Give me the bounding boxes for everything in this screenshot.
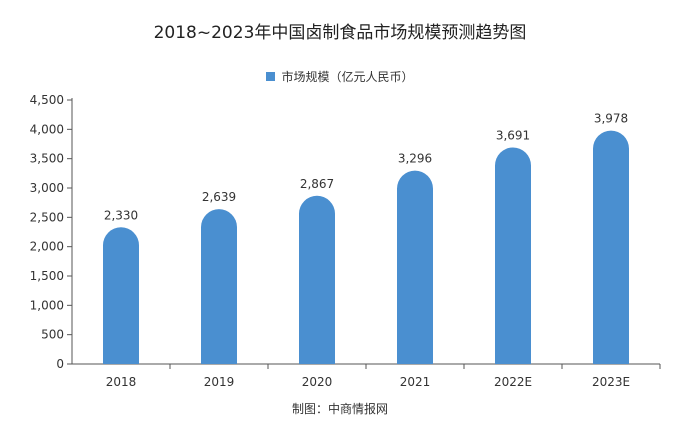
y-tick-label: 4,000 — [30, 122, 64, 136]
data-label: 3,691 — [496, 128, 530, 142]
legend-swatch — [266, 72, 276, 81]
bar — [397, 170, 433, 364]
x-tick-label: 2020 — [302, 375, 333, 389]
x-tick-label: 2022E — [494, 375, 532, 389]
bar — [495, 147, 531, 364]
bar — [103, 227, 139, 364]
y-tick-label: 0 — [56, 357, 64, 371]
y-tick-label: 1,000 — [30, 298, 64, 312]
data-label: 2,867 — [300, 177, 334, 191]
y-tick-label: 4,500 — [30, 93, 64, 107]
x-tick-label: 2021 — [400, 375, 431, 389]
y-tick-label: 3,000 — [30, 181, 64, 195]
y-tick-label: 2,500 — [30, 210, 64, 224]
bar — [299, 195, 335, 364]
data-label: 3,296 — [398, 152, 432, 166]
source-note: 制图：中商情报网 — [291, 402, 388, 416]
data-label: 2,330 — [104, 208, 138, 222]
data-label: 3,978 — [594, 112, 628, 126]
x-tick-label: 2023E — [592, 375, 630, 389]
y-tick-label: 3,500 — [30, 152, 64, 166]
legend-label: 市场规模（亿元人民币） — [281, 70, 414, 84]
bar — [201, 209, 237, 364]
chart-legend: 市场规模（亿元人民币） — [0, 68, 680, 85]
data-label: 2,639 — [202, 190, 236, 204]
x-tick-label: 2019 — [204, 375, 235, 389]
y-tick-label: 500 — [41, 328, 64, 342]
y-tick-label: 1,500 — [30, 269, 64, 283]
chart-title: 2018~2023年中国卤制食品市场规模预测趋势图 — [153, 23, 527, 43]
y-tick-label: 2,000 — [30, 240, 64, 254]
x-tick-label: 2018 — [106, 375, 137, 389]
bar — [593, 130, 629, 364]
